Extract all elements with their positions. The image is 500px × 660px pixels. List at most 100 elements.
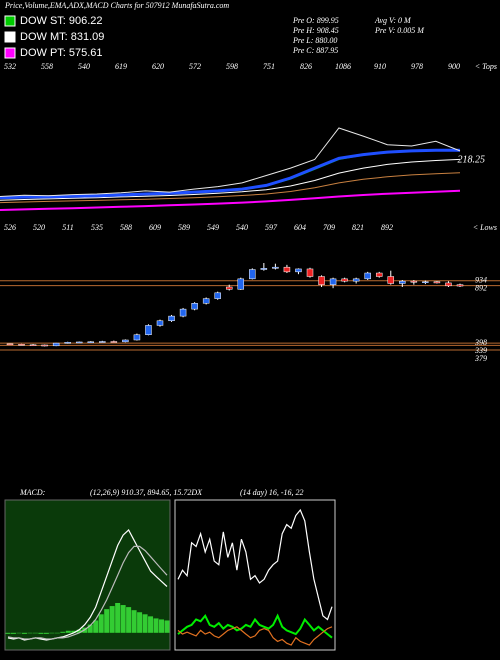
- low-label: 526: [4, 223, 16, 232]
- histogram-bar: [16, 632, 22, 634]
- candle-body: [110, 341, 118, 343]
- histogram-bar: [153, 618, 159, 633]
- page-title: Price,Volume,EMA,ADX,MACD Charts for 507…: [4, 1, 229, 10]
- top-label: 620: [152, 62, 164, 71]
- low-label: 540: [236, 223, 248, 232]
- low-label: 589: [178, 223, 190, 232]
- level-label: 892: [475, 284, 487, 293]
- histogram-bar: [142, 614, 148, 633]
- candle-body: [202, 298, 210, 304]
- candle-body: [433, 281, 441, 284]
- histogram-bar: [5, 632, 11, 634]
- series-line: [0, 158, 461, 201]
- candle-body: [133, 334, 141, 341]
- histogram-bar: [148, 616, 154, 633]
- top-label: 598: [226, 62, 238, 71]
- info: Pre H: 908.45: [292, 26, 339, 35]
- legend-swatch: [4, 31, 16, 43]
- low-label: 520: [33, 223, 45, 232]
- histogram-bar: [87, 624, 93, 633]
- low-label: 511: [62, 223, 73, 232]
- candle-body: [445, 282, 452, 287]
- adx-line: [177, 508, 333, 621]
- histogram-bar: [126, 607, 132, 633]
- low-label: 535: [91, 223, 103, 232]
- candle-body: [295, 268, 302, 273]
- histogram-bar: [54, 632, 60, 634]
- candle-body: [329, 278, 337, 285]
- candle-body: [52, 342, 60, 347]
- level-label: 339: [474, 346, 487, 355]
- histogram-bar: [71, 630, 77, 633]
- histogram-bar: [98, 614, 104, 633]
- series-line: [0, 172, 461, 204]
- candle-body: [99, 341, 106, 343]
- annotation: 218.25: [458, 154, 486, 165]
- candle-body: [64, 342, 71, 344]
- histogram-bar: [43, 632, 49, 634]
- series-line: [0, 127, 461, 197]
- candle-body: [306, 268, 314, 277]
- candle-body: [145, 325, 152, 335]
- histogram-bar: [104, 609, 110, 633]
- top-label: 572: [189, 62, 201, 71]
- histogram-bar: [164, 620, 170, 633]
- candle-body: [41, 344, 48, 347]
- legend-swatch: [4, 47, 16, 59]
- candle-body: [191, 303, 198, 310]
- top-label: 826: [300, 62, 312, 71]
- candle-body: [168, 315, 175, 322]
- candle-body: [179, 308, 187, 317]
- candle-body: [29, 344, 37, 347]
- macd-label: MACD:: [19, 488, 46, 497]
- candle-body: [122, 339, 129, 343]
- candle-body: [249, 269, 256, 280]
- histogram-bar: [27, 632, 33, 634]
- candle-body: [214, 292, 221, 299]
- candle-body: [364, 272, 371, 280]
- low-label: 604: [294, 223, 306, 232]
- histogram-bar: [38, 632, 44, 634]
- level-label: 379: [474, 354, 487, 363]
- macd-line: [7, 545, 168, 640]
- histogram-bar: [49, 632, 55, 634]
- histogram-bar: [76, 629, 82, 633]
- candle-body: [225, 286, 233, 290]
- low-label: 892: [381, 223, 393, 232]
- top-label: 978: [411, 62, 423, 71]
- low-label: 609: [149, 223, 161, 232]
- candle-body: [399, 280, 406, 284]
- candle-body: [352, 278, 360, 282]
- info: Pre C: 887.95: [292, 46, 338, 55]
- top-label: 532: [4, 62, 16, 71]
- info: Pre L: 880.00: [292, 36, 337, 45]
- tops-label: < Tops: [475, 62, 497, 71]
- info: Pre V: 0.005 M: [374, 26, 425, 35]
- candle-body: [456, 284, 464, 287]
- histogram-bar: [32, 632, 38, 634]
- candle-body: [87, 341, 95, 343]
- legend-label: DOW MT: 831.09: [20, 31, 104, 43]
- histogram-bar: [115, 602, 121, 633]
- legend-label: DOW PT: 575.61: [20, 47, 103, 59]
- level-label: 934: [475, 276, 487, 285]
- candle-body: [18, 344, 25, 346]
- low-label: 588: [120, 223, 132, 232]
- low-label: 549: [207, 223, 219, 232]
- candle-body: [272, 266, 279, 269]
- candle-body: [237, 278, 245, 290]
- candle-body: [283, 266, 291, 273]
- histogram-bar: [65, 630, 71, 633]
- histogram-bar: [159, 619, 165, 633]
- histogram-bar: [120, 605, 126, 633]
- adx-line: [177, 613, 333, 639]
- candle-body: [75, 341, 83, 344]
- histogram-bar: [109, 606, 115, 633]
- legend-label: DOW ST: 906.22: [20, 15, 103, 27]
- top-label: 910: [374, 62, 386, 71]
- candle-body: [422, 281, 429, 284]
- series-line: [0, 189, 461, 211]
- top-label: 751: [263, 62, 275, 71]
- histogram-bar: [10, 632, 16, 634]
